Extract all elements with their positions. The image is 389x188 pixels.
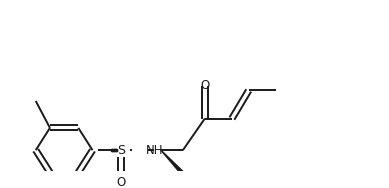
Text: S: S bbox=[117, 144, 125, 157]
Text: O: O bbox=[200, 79, 209, 92]
Polygon shape bbox=[161, 150, 184, 175]
Text: O: O bbox=[116, 176, 126, 188]
Text: NH: NH bbox=[146, 144, 163, 157]
